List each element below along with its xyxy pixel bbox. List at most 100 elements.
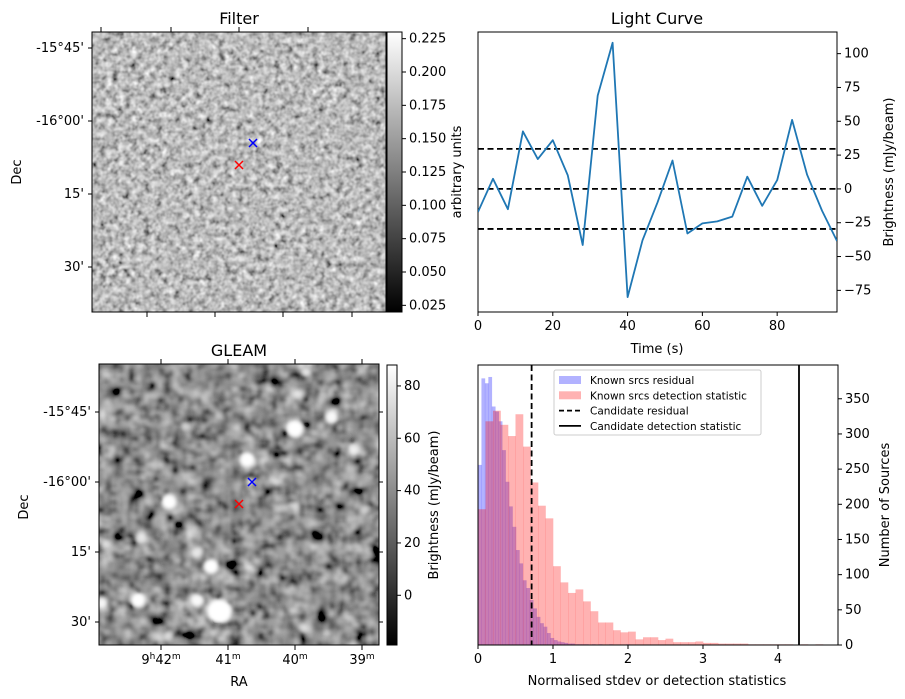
histogram-bar [740, 643, 749, 645]
point-source [191, 546, 203, 559]
histogram-bar [643, 637, 651, 645]
gleam-ticks: -15°45' -16°00' 15' 30' 9h42m 41m 40m 39m [43, 359, 383, 668]
histogram-bar [533, 608, 537, 645]
histogram-axes-frame [477, 364, 839, 646]
histogram-residual-bars [478, 376, 631, 645]
filter-dec-tick-label: 15' [64, 187, 84, 202]
filter-dec-tick-label: -16°00' [36, 114, 84, 129]
point-source [246, 478, 255, 487]
histogram-bar [502, 450, 506, 645]
point-source [99, 538, 110, 549]
legend-entry: Candidate detection statistic [559, 421, 742, 433]
histogram-bar [598, 622, 606, 645]
histogram-bar [484, 383, 489, 645]
x-marker-icon [234, 499, 244, 509]
y-tick-label: 250 [845, 462, 870, 477]
point-source [164, 631, 174, 642]
filter-markers [234, 138, 258, 170]
gleam-colorbar-label: Brightness (mJy/beam) [427, 431, 442, 580]
x-tick-label: 1 [549, 652, 557, 667]
histogram-bar [500, 424, 509, 645]
histogram-bar [665, 638, 674, 645]
candidate-marker [248, 138, 258, 148]
gleam-colorbar-tick-label: 60 [404, 431, 421, 446]
legend-label: Candidate residual [590, 406, 689, 418]
histogram-bar [583, 601, 591, 645]
point-source [190, 593, 204, 608]
filter-dec-tick-label: -15°45' [36, 41, 84, 56]
point-source [286, 419, 304, 438]
histogram-bar [628, 631, 636, 645]
filter-colorbar-tick-label: 0.100 [409, 198, 446, 213]
histogram-y-ticks: 0 50 100 150 200 250 300 350 [838, 392, 870, 653]
point-source [347, 442, 360, 455]
histogram-bar [508, 436, 516, 645]
legend-entry: Candidate residual [559, 406, 689, 418]
histogram-bar [725, 643, 734, 645]
histogram-bar [550, 637, 555, 645]
histogram-bar [688, 642, 696, 645]
x-tick-label: 80 [769, 319, 786, 334]
point-source [271, 478, 280, 487]
gleam-xlabel: RA [230, 675, 248, 690]
histogram-bar [495, 411, 499, 645]
histogram-bar [478, 509, 486, 645]
histogram-bar [530, 482, 539, 645]
histogram-bar [564, 642, 568, 645]
histogram-bar [481, 378, 486, 645]
x-tick-label: 60 [694, 319, 711, 334]
gleam-dec-tick-label: -16°00' [43, 475, 91, 490]
histogram-legend: Known srcs residual Known srcs detection … [553, 369, 762, 436]
histogram-bar [571, 643, 575, 645]
x-tick-label: 3 [699, 652, 707, 667]
gleam-ylabel: Dec [17, 494, 32, 519]
light-curve-axes-frame [477, 31, 838, 313]
histogram-bar [498, 421, 503, 645]
filter-ylabel: Dec [10, 159, 25, 184]
legend-entry: Known srcs residual [559, 375, 694, 387]
histogram-bar [509, 506, 513, 645]
filter-dec-tick-label: 30' [64, 260, 84, 275]
point-source [301, 367, 312, 378]
light-curve-right-ylabel: Brightness (mJy/beam) [882, 98, 897, 247]
point-source [239, 451, 256, 468]
point-source [135, 532, 147, 545]
y-tick-label: 100 [844, 47, 869, 62]
histogram-bar [673, 642, 681, 645]
light-curve-xlabel: Time (s) [630, 342, 684, 357]
histogram-bar [635, 639, 644, 645]
point-source [360, 505, 370, 516]
y-tick-label: 0 [845, 638, 853, 653]
x-tick-label: 4 [774, 652, 782, 667]
y-tick-label: 50 [844, 114, 861, 129]
gleam-ra-tick-label: 40m [282, 652, 307, 668]
legend-label: Known srcs detection statistic [590, 390, 747, 402]
gleam-colorbar-tick-label: 80 [404, 379, 421, 394]
point-source [298, 623, 309, 634]
histogram-bar [575, 589, 584, 645]
histogram-bar [568, 592, 576, 645]
point-source [206, 598, 233, 625]
point-source [180, 423, 191, 434]
light-curve-series [478, 41, 837, 298]
histogram-bar [478, 464, 482, 645]
histogram-bar [526, 588, 531, 645]
gleam-image [99, 364, 379, 645]
histogram-bar [488, 376, 493, 645]
histogram-bar [605, 622, 614, 645]
point-source [292, 389, 303, 400]
histogram-bar [515, 414, 524, 645]
point-source [290, 502, 300, 513]
x-tick-label: 2 [624, 652, 632, 667]
histogram-bar [523, 446, 531, 645]
reference-marker [234, 160, 244, 170]
histogram-bar [560, 582, 569, 645]
histogram-bar [553, 566, 561, 645]
y-tick-label: 100 [845, 568, 870, 583]
histogram-bar [718, 643, 726, 645]
filter-colorbar-tick-label: 0.225 [409, 32, 446, 47]
gleam-colorbar [386, 364, 398, 646]
x-marker-icon [248, 138, 258, 148]
point-source [203, 558, 219, 575]
point-source [161, 493, 177, 510]
